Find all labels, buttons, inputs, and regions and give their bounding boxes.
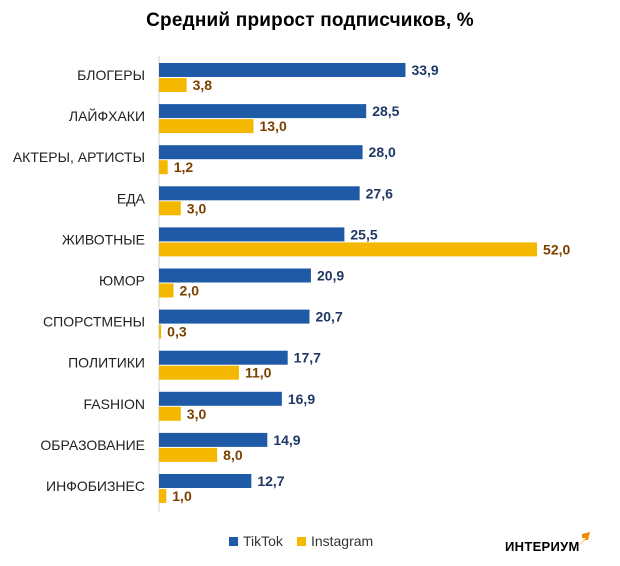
data-label-tiktok: 20,9: [317, 268, 344, 284]
brand-logo-text: ИНТЕРИУМ: [505, 539, 580, 554]
category-label: БЛОГЕРЫ: [77, 67, 145, 83]
data-label-instagram: 0,3: [167, 324, 187, 340]
bar-tiktok: [159, 227, 345, 242]
category-label: ЮМОР: [99, 273, 145, 289]
legend-item-tiktok: TikTok: [229, 533, 283, 549]
bar-instagram: [159, 365, 239, 380]
data-label-tiktok: 27,6: [366, 185, 393, 201]
data-label-tiktok: 12,7: [257, 473, 284, 489]
category-label: ЖИВОТНЫЕ: [62, 231, 145, 247]
bar-chart: БЛОГЕРЫ 33,9 3,8 ЛАЙФХАКИ 28,5 13,0 АКТЕРЫ, АР…: [13, 56, 571, 512]
data-label-instagram: 11,0: [245, 365, 272, 381]
data-label-instagram: 8,0: [223, 447, 243, 463]
bars-layer: БЛОГЕРЫ 33,9 3,8 ЛАЙФХАКИ 28,5 13,0 АКТЕРЫ, АР…: [13, 62, 571, 504]
bar-instagram: [159, 78, 187, 92]
legend: TikTok Instagram: [229, 533, 387, 549]
category-label: ИНФОБИЗНЕС: [46, 478, 145, 494]
legend-swatch-tiktok: [229, 536, 238, 546]
data-label-tiktok: 17,7: [294, 350, 321, 366]
chart-title: Средний прирост подписчиков, %: [146, 10, 474, 31]
legend-label-instagram: Instagram: [310, 533, 374, 549]
bar-tiktok: [159, 186, 360, 201]
data-label-instagram: 13,0: [260, 118, 287, 134]
bar-tiktok: [159, 309, 310, 324]
data-label-instagram: 3,8: [193, 77, 213, 93]
category-label: ОБРАЗОВАНИЕ: [40, 437, 145, 453]
bar-instagram: [159, 201, 181, 216]
bar-tiktok: [159, 145, 363, 160]
category-label: АКТЕРЫ, АРТИСТЫ: [13, 149, 145, 165]
bar-tiktok: [159, 268, 311, 283]
bar-instagram: [159, 447, 218, 462]
bar-tiktok: [159, 63, 406, 77]
bar-tiktok: [159, 432, 268, 447]
category-label: FASHION: [84, 396, 145, 412]
bar-tiktok: [159, 391, 282, 406]
bar-tiktok: [159, 350, 288, 365]
legend-label-tiktok: TikTok: [243, 533, 283, 549]
bar-instagram: [159, 324, 162, 339]
data-label-tiktok: 28,5: [372, 103, 399, 119]
data-label-instagram: 3,0: [187, 200, 207, 216]
bar-instagram: [159, 406, 181, 421]
arrow-up-right-icon: [576, 532, 590, 548]
data-label-tiktok: 28,0: [369, 144, 396, 160]
bar-instagram: [159, 283, 174, 298]
brand-logo: ИНТЕРИУМ: [505, 532, 605, 559]
bar-instagram: [159, 119, 254, 134]
legend-swatch-instagram: [296, 536, 306, 546]
category-label: ЕДА: [117, 190, 146, 206]
legend-item-instagram: Instagram: [296, 533, 374, 549]
bar-tiktok: [159, 104, 367, 119]
category-label: СПОРСТМЕНЫ: [43, 314, 145, 330]
data-label-instagram: 52,0: [543, 241, 570, 257]
bar-instagram: [159, 489, 167, 503]
data-label-tiktok: 16,9: [288, 391, 315, 407]
data-label-tiktok: 14,9: [273, 432, 300, 448]
bar-instagram: [159, 242, 538, 257]
data-label-instagram: 1,2: [174, 159, 194, 175]
category-label: ЛАЙФХАКИ: [69, 107, 145, 124]
data-label-tiktok: 25,5: [350, 226, 377, 242]
data-label-instagram: 3,0: [187, 406, 207, 422]
data-label-instagram: 1,0: [172, 488, 192, 504]
bar-instagram: [159, 160, 168, 175]
data-label-tiktok: 20,7: [315, 309, 342, 325]
data-label-instagram: 2,0: [180, 283, 200, 299]
bar-tiktok: [159, 474, 252, 488]
data-label-tiktok: 33,9: [411, 62, 438, 78]
category-label: ПОЛИТИКИ: [68, 355, 145, 371]
